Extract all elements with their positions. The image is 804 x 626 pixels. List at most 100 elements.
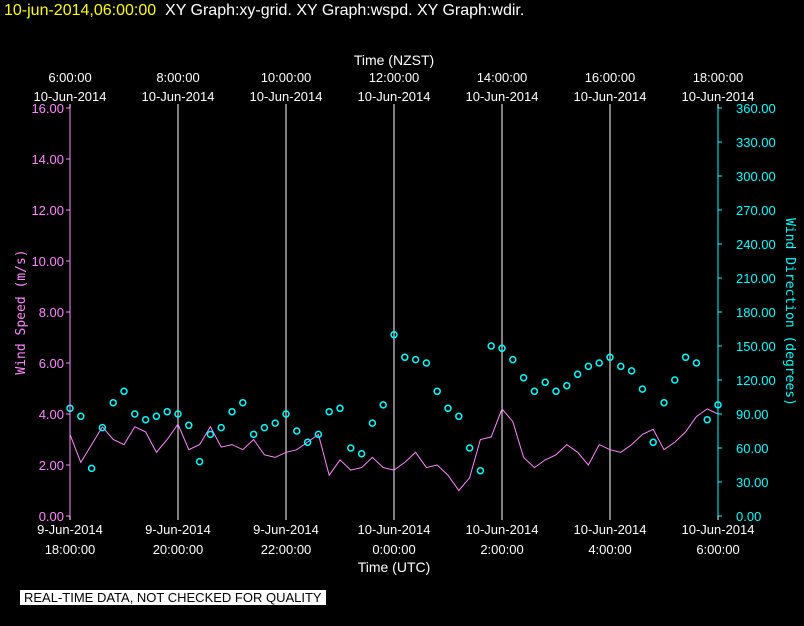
wind-direction-point xyxy=(552,387,560,396)
wind-direction-point xyxy=(77,412,85,421)
disclaimer-banner: REAL-TIME DATA, NOT CHECKED FOR QUALITY xyxy=(20,590,326,605)
wind-direction-point xyxy=(444,404,452,413)
wind-direction-point xyxy=(681,353,690,362)
wind-direction-point xyxy=(606,353,614,362)
wind-direction-point xyxy=(217,423,225,432)
wind-direction-point xyxy=(152,412,161,421)
bottom-tick-time: 22:00:00 xyxy=(261,542,312,557)
bottom-tick-date: 10-Jun-2014 xyxy=(682,522,755,537)
wind-direction-point xyxy=(509,355,517,364)
left-tick-label: 14.00 xyxy=(31,152,64,167)
wind-direction-point xyxy=(671,376,679,384)
bottom-tick-date: 10-Jun-2014 xyxy=(466,522,539,537)
wind-direction-point xyxy=(271,419,279,427)
right-tick-label: 150.00 xyxy=(736,339,776,354)
wind-direction-point xyxy=(260,423,269,432)
wind-direction-point xyxy=(498,344,506,353)
wind-direction-point xyxy=(293,427,301,435)
wind-direction-point xyxy=(390,330,398,339)
top-tick-time: 14:00:00 xyxy=(477,70,528,85)
wind-direction-point xyxy=(627,367,636,375)
wind-direction-point xyxy=(174,410,182,418)
left-axis-title: Wind Speed (m/s) xyxy=(14,249,29,374)
right-tick-label: 90.00 xyxy=(736,407,769,422)
right-tick-label: 270.00 xyxy=(736,203,776,218)
right-axis-title: Wind Direction (degrees) xyxy=(782,218,797,406)
wind-direction-point xyxy=(239,398,247,407)
wind-direction-point xyxy=(379,401,387,409)
bottom-tick-time: 4:00:00 xyxy=(588,542,631,557)
top-axis-title: Time (NZST) xyxy=(354,52,434,68)
header-graph-list: XY Graph:xy-grid. XY Graph:wspd. XY Grap… xyxy=(165,2,525,19)
wind-direction-point xyxy=(228,407,236,416)
wind-direction-point xyxy=(109,398,117,407)
grid-layer xyxy=(177,108,611,516)
right-tick-label: 30.00 xyxy=(736,475,769,490)
wind-direction-point xyxy=(303,438,312,447)
bottom-tick-time: 2:00:00 xyxy=(480,542,523,557)
wind-direction-point xyxy=(584,362,593,371)
wind-direction-point xyxy=(530,387,539,396)
left-tick-label: 12.00 xyxy=(31,203,64,218)
wind-direction-point xyxy=(185,421,193,430)
top-tick-date: 10-Jun-2014 xyxy=(682,89,755,104)
left-tick-label: 8.00 xyxy=(39,305,64,320)
wind-speed-line xyxy=(69,407,719,492)
top-tick-time: 6:00:00 xyxy=(48,70,91,85)
wind-direction-point xyxy=(195,457,204,466)
left-tick-label: 2.00 xyxy=(39,458,64,473)
wind-direction-point xyxy=(660,398,668,407)
wind-direction-point xyxy=(314,430,323,439)
top-tick-time: 18:00:00 xyxy=(693,70,744,85)
top-tick-date: 10-Jun-2014 xyxy=(358,89,431,104)
bottom-tick-date: 9-Jun-2014 xyxy=(253,522,319,537)
wind-direction-point xyxy=(87,464,96,473)
top-tick-date: 10-Jun-2014 xyxy=(34,89,107,104)
wind-direction-point xyxy=(617,362,625,371)
wind-direction-point xyxy=(476,466,485,475)
right-tick-label: 240.00 xyxy=(736,237,776,252)
wind-direction-point xyxy=(98,423,107,432)
wind-direction-point xyxy=(433,387,441,396)
wind-direction-point xyxy=(422,359,431,367)
right-tick-label: 120.00 xyxy=(736,373,776,388)
wind-direction-point xyxy=(347,444,355,452)
top-tick-date: 10-Jun-2014 xyxy=(142,89,215,104)
bottom-axis-title: Time (UTC) xyxy=(358,559,431,575)
wind-direction-point xyxy=(336,404,344,413)
left-tick-label: 6.00 xyxy=(39,356,64,371)
right-tick-label: 60.00 xyxy=(736,441,769,456)
wind-direction-point xyxy=(541,378,549,387)
axes-layer xyxy=(66,104,722,520)
top-tick-date: 10-Jun-2014 xyxy=(466,89,539,104)
wind-direction-point xyxy=(703,415,711,424)
right-tick-label: 360.00 xyxy=(736,101,776,116)
wind-direction-point xyxy=(487,342,495,350)
bottom-tick-date: 9-Jun-2014 xyxy=(145,522,211,537)
wind-direction-point xyxy=(573,370,582,379)
left-tick-label: 4.00 xyxy=(39,407,64,422)
wind-direction-point xyxy=(595,359,603,367)
bottom-tick-date: 10-Jun-2014 xyxy=(358,522,431,537)
bottom-tick-time: 6:00:00 xyxy=(696,542,739,557)
wind-direction-point xyxy=(249,430,258,439)
right-tick-label: 210.00 xyxy=(736,271,776,286)
top-tick-time: 16:00:00 xyxy=(585,70,636,85)
wind-direction-point xyxy=(357,449,366,458)
top-tick-time: 8:00:00 xyxy=(156,70,199,85)
left-tick-label: 0.00 xyxy=(39,509,64,524)
bottom-tick-date: 9-Jun-2014 xyxy=(37,522,103,537)
wind-direction-point xyxy=(163,407,171,416)
wind-direction-point xyxy=(401,353,409,362)
wind-direction-point xyxy=(282,410,290,418)
top-tick-date: 10-Jun-2014 xyxy=(574,89,647,104)
right-tick-label: 330.00 xyxy=(736,135,776,150)
header-title: 10-jun-2014,06:00:00 XY Graph:xy-grid. X… xyxy=(4,2,524,20)
wind-direction-point xyxy=(563,381,571,390)
wind-direction-point xyxy=(649,438,657,447)
top-tick-time: 12:00:00 xyxy=(369,70,420,85)
wind-direction-point xyxy=(131,410,139,418)
wind-direction-point xyxy=(206,430,215,439)
left-tick-label: 10.00 xyxy=(31,254,64,269)
wind-direction-series xyxy=(66,330,722,475)
